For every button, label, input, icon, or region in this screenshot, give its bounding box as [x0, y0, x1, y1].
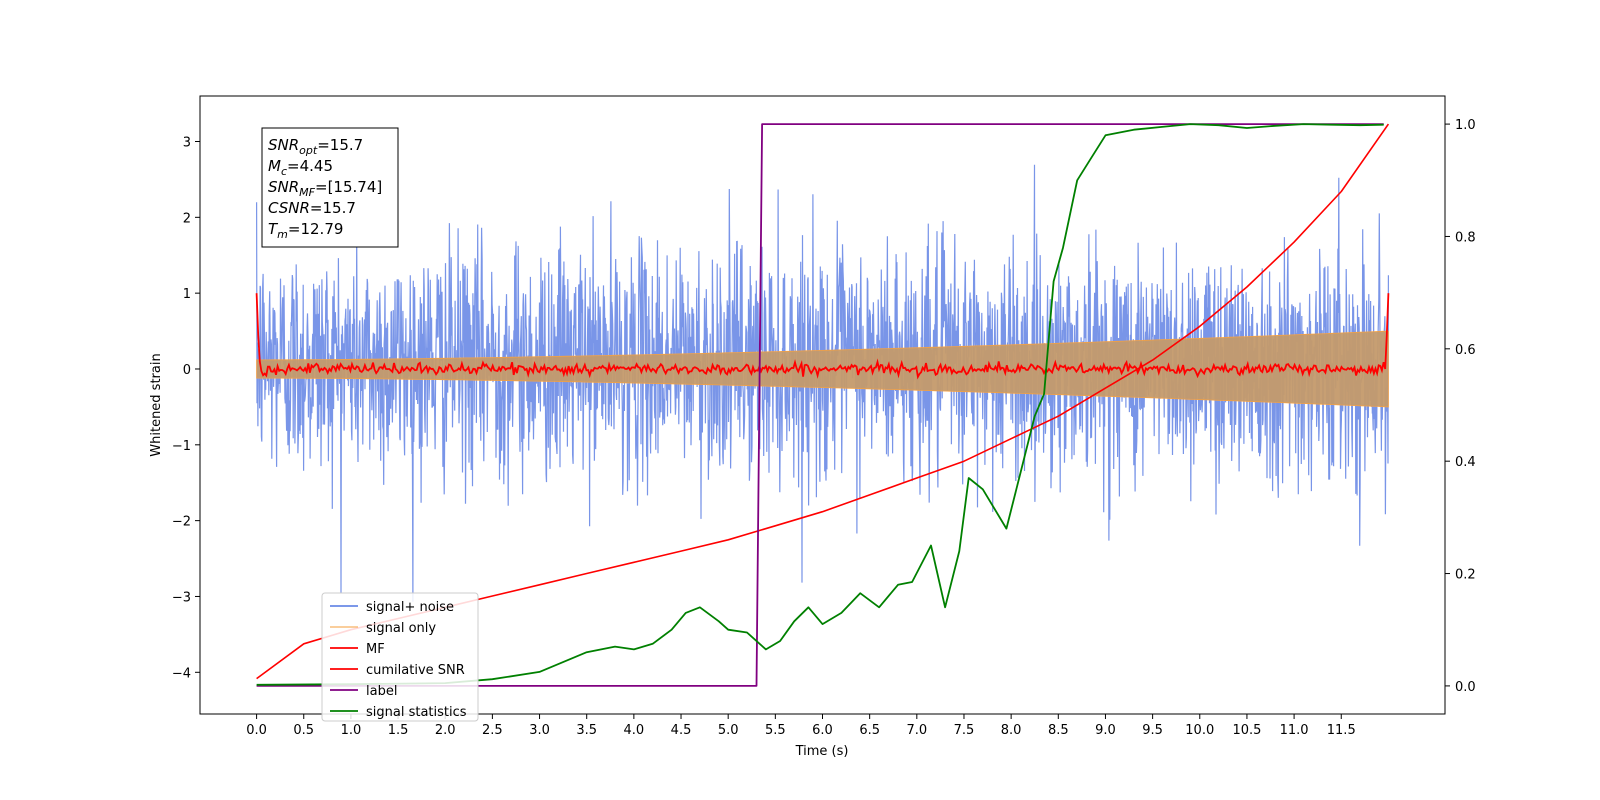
annotation-line: Mc=4.45: [268, 157, 333, 178]
y2-tick-label: 0.8: [1455, 230, 1476, 245]
legend-entry: signal+ noise: [366, 600, 454, 615]
y-tick-label: −1: [172, 439, 191, 454]
x-tick-label: 1.5: [388, 723, 409, 738]
legend-entry: signal statistics: [366, 705, 467, 720]
x-tick-label: 4.0: [624, 723, 645, 738]
annotation-line: CSNR=15.7: [268, 199, 356, 217]
y-tick-label: 1: [183, 287, 191, 302]
y-tick-label: −2: [172, 515, 191, 530]
x-tick-label: 6.0: [812, 723, 833, 738]
x-tick-label: 2.0: [435, 723, 456, 738]
x-tick-label: 0.0: [246, 723, 267, 738]
x-tick-label: 5.0: [718, 723, 739, 738]
x-tick-label: 7.0: [906, 723, 927, 738]
legend-frame: [321, 592, 479, 722]
annotation-line: Tm=12.79: [268, 220, 343, 241]
annotation-line: SNRopt=15.7: [268, 136, 363, 157]
y2-tick-label: 0.4: [1455, 455, 1476, 470]
annotation-box: SNRopt=15.7Mc=4.45SNRMF=[15.74]CSNR=15.7…: [261, 127, 399, 248]
x-tick-label: 11.0: [1280, 723, 1309, 738]
x-tick-label: 11.5: [1327, 723, 1356, 738]
legend-entry: cumilative SNR: [366, 663, 465, 678]
x-tick-label: 9.0: [1095, 723, 1116, 738]
legend-entry: MF: [366, 642, 385, 657]
x-axis: 0.0 0.5 1.0 1.5 2.0 2.5 3.0 3.5 4.0 4.5 5.0 5.5 6.0 6…: [246, 714, 1356, 738]
x-tick-label: 6.5: [859, 723, 880, 738]
x-tick-label: 4.5: [671, 723, 692, 738]
annotation-line: SNRMF=[15.74]: [268, 178, 382, 199]
y2-tick-label: 1.0: [1455, 118, 1476, 133]
x-tick-label: 10.5: [1232, 723, 1261, 738]
series-label: [256, 123, 1384, 687]
legend-entry: label: [366, 684, 397, 699]
series-mf: [255, 293, 1390, 380]
y-tick-label: 2: [183, 211, 191, 226]
y2-tick-label: 0.0: [1455, 680, 1476, 695]
y2-tick-label: 0.6: [1455, 343, 1476, 358]
x-tick-label: 3.5: [576, 723, 597, 738]
y-axis-label: Whitened strain: [149, 353, 164, 456]
y-axis-right: 0.0 0.2 0.4 0.6 0.8 1.0: [1445, 118, 1476, 695]
x-tick-label: 8.0: [1001, 723, 1022, 738]
y-tick-label: 3: [183, 135, 191, 150]
x-tick-label: 3.0: [529, 723, 550, 738]
y-tick-label: 0: [183, 363, 191, 378]
y2-tick-label: 0.2: [1455, 568, 1476, 583]
x-tick-label: 1.0: [341, 723, 362, 738]
x-tick-label: 7.5: [954, 723, 975, 738]
series-signal-statistics: [256, 123, 1384, 686]
annotation-frame: [261, 127, 399, 248]
x-tick-label: 2.5: [482, 723, 503, 738]
x-tick-label: 8.5: [1048, 723, 1069, 738]
legend-entry: signal only: [366, 621, 436, 636]
x-tick-label: 10.0: [1185, 723, 1214, 738]
y-axis-left: −4 −3 −2 −1 0 1 2 3: [172, 135, 200, 681]
x-tick-label: 9.5: [1142, 723, 1163, 738]
x-tick-label: 5.5: [765, 723, 786, 738]
x-tick-label: 0.5: [293, 723, 314, 738]
y-tick-label: −3: [172, 590, 191, 605]
y-tick-label: −4: [172, 666, 191, 681]
x-axis-label: Time (s): [795, 744, 849, 759]
legend: signal+ noise signal only MF cumilative SNR…: [321, 592, 479, 722]
